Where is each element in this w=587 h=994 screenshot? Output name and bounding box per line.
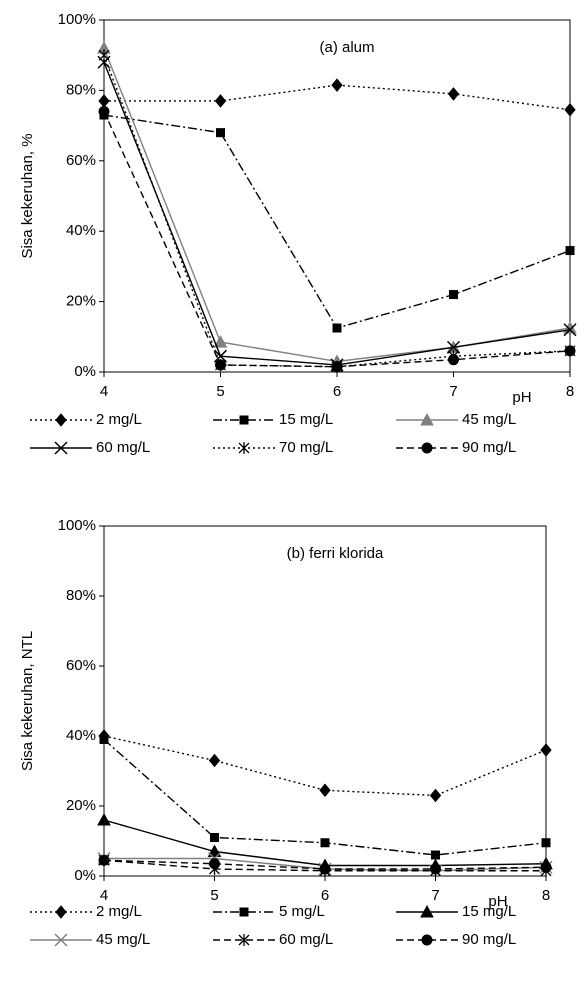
data-point bbox=[540, 743, 552, 757]
y-tick-label: 60% bbox=[66, 657, 96, 674]
data-point bbox=[98, 94, 110, 108]
x-tick-label: 4 bbox=[100, 887, 108, 904]
series-line bbox=[103, 54, 571, 368]
legend-label: 90 mg/L bbox=[462, 931, 516, 948]
data-point bbox=[429, 788, 442, 803]
legend-marker bbox=[421, 442, 433, 454]
x-axis-label: pH bbox=[512, 389, 531, 406]
plot-frame bbox=[103, 525, 547, 877]
data-point bbox=[563, 320, 577, 334]
legend-marker bbox=[239, 415, 249, 425]
y-tick-label: 0% bbox=[74, 867, 96, 884]
legend-label: 45 mg/L bbox=[462, 411, 516, 428]
legend-label: 2 mg/L bbox=[96, 411, 142, 428]
legend-label: 45 mg/L bbox=[96, 931, 150, 948]
data-point bbox=[565, 246, 575, 256]
legend-marker bbox=[54, 441, 68, 455]
legend-label: 15 mg/L bbox=[279, 411, 333, 428]
data-point bbox=[207, 844, 222, 857]
data-point bbox=[97, 812, 111, 826]
annotation: (b) ferri klorida bbox=[287, 545, 384, 562]
data-point bbox=[319, 863, 331, 875]
data-point bbox=[540, 861, 552, 873]
data-point bbox=[216, 128, 225, 138]
data-point bbox=[563, 323, 577, 337]
data-point bbox=[215, 359, 226, 371]
series-line bbox=[104, 84, 571, 111]
legend-marker bbox=[55, 413, 67, 427]
data-point bbox=[98, 106, 110, 118]
legend-label: 90 mg/L bbox=[462, 439, 516, 456]
x-tick-label: 7 bbox=[431, 887, 439, 904]
y-tick-label: 80% bbox=[66, 587, 96, 604]
x-tick-label: 6 bbox=[321, 887, 329, 904]
y-axis-label: Sisa kekeruhan, NTL bbox=[19, 631, 36, 771]
series-line bbox=[103, 738, 547, 856]
y-tick-label: 80% bbox=[66, 81, 96, 98]
y-tick-label: 60% bbox=[66, 152, 96, 169]
data-point bbox=[213, 335, 228, 348]
series-line bbox=[103, 47, 571, 363]
x-tick-label: 5 bbox=[216, 383, 224, 400]
y-tick-label: 100% bbox=[58, 517, 96, 534]
data-point bbox=[319, 783, 331, 798]
legend-label: 60 mg/L bbox=[96, 439, 150, 456]
y-tick-label: 40% bbox=[66, 222, 96, 239]
x-tick-label: 6 bbox=[333, 383, 341, 400]
data-point bbox=[332, 323, 342, 333]
series-line bbox=[103, 114, 571, 329]
legend-marker bbox=[420, 412, 434, 426]
legend-marker bbox=[55, 905, 67, 919]
legend-marker bbox=[238, 934, 250, 946]
legend-label: 5 mg/L bbox=[279, 903, 325, 920]
data-point bbox=[210, 833, 219, 842]
data-point bbox=[564, 345, 576, 357]
legend-marker bbox=[54, 933, 68, 947]
legend-marker bbox=[421, 934, 433, 946]
data-point bbox=[331, 78, 343, 92]
legend-marker bbox=[420, 904, 434, 918]
annotation: (a) alum bbox=[319, 39, 374, 56]
data-point bbox=[98, 854, 110, 866]
legend-label: 2 mg/L bbox=[96, 903, 142, 920]
x-tick-label: 8 bbox=[542, 887, 550, 904]
data-point bbox=[541, 838, 551, 848]
data-point bbox=[449, 290, 458, 300]
data-point bbox=[98, 49, 110, 62]
data-point bbox=[447, 87, 460, 101]
data-point bbox=[320, 838, 330, 848]
data-point bbox=[214, 94, 227, 108]
series-line bbox=[103, 735, 547, 797]
x-tick-label: 5 bbox=[210, 887, 218, 904]
legend-label: 15 mg/L bbox=[462, 903, 516, 920]
x-tick-label: 7 bbox=[449, 383, 457, 400]
legend-marker bbox=[239, 907, 249, 917]
series-line bbox=[103, 111, 571, 368]
y-tick-label: 20% bbox=[66, 293, 96, 310]
y-tick-label: 40% bbox=[66, 727, 96, 744]
y-axis-label: Sisa kekeruhan, % bbox=[19, 133, 36, 258]
x-tick-label: 8 bbox=[566, 383, 574, 400]
data-point bbox=[208, 753, 221, 768]
y-tick-label: 100% bbox=[58, 11, 96, 28]
x-axis-label: pH bbox=[488, 893, 507, 910]
data-point bbox=[331, 361, 343, 373]
y-tick-label: 20% bbox=[66, 797, 96, 814]
plot-frame bbox=[103, 19, 571, 373]
data-point bbox=[99, 735, 109, 744]
legend-marker bbox=[238, 442, 250, 454]
y-tick-label: 0% bbox=[74, 363, 96, 380]
data-point bbox=[448, 354, 459, 366]
data-point bbox=[564, 102, 576, 117]
x-tick-label: 4 bbox=[100, 383, 108, 400]
data-point bbox=[209, 858, 220, 870]
series-line bbox=[103, 61, 571, 366]
data-point bbox=[430, 863, 441, 875]
data-point bbox=[431, 850, 440, 860]
legend-label: 70 mg/L bbox=[279, 439, 333, 456]
legend-label: 60 mg/L bbox=[279, 931, 333, 948]
